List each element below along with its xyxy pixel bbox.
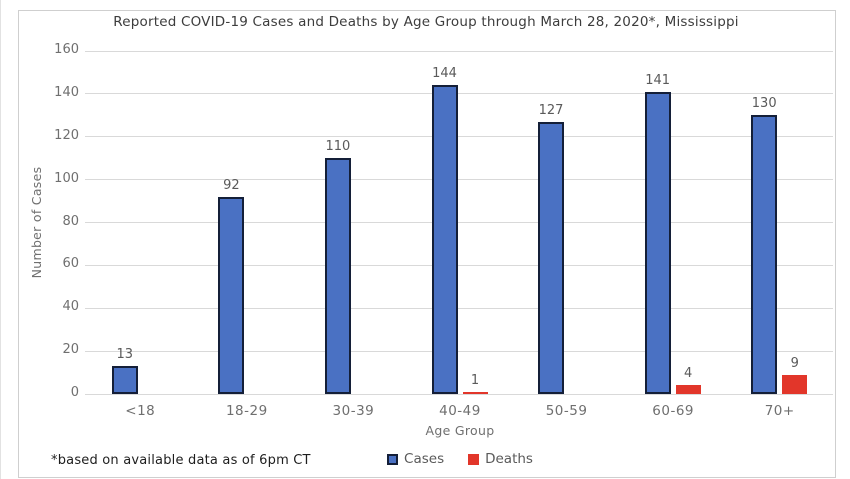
y-tick-label: 20	[62, 342, 79, 358]
gridline	[85, 393, 833, 395]
gridline	[85, 222, 833, 223]
y-tick-label: 0	[70, 385, 79, 400]
footnote: *based on available data as of 6pm CT	[51, 453, 311, 468]
gridline	[85, 264, 833, 266]
cases-bar	[644, 91, 671, 394]
value-label: 4	[684, 366, 693, 382]
y-tick-label: 140	[54, 84, 79, 100]
cases-bar	[538, 121, 565, 394]
gridline	[85, 307, 833, 309]
y-tick-label: 80	[62, 213, 79, 229]
legend-swatch-cases-icon	[387, 453, 399, 465]
legend-label: Cases	[404, 451, 445, 467]
cases-bar	[111, 366, 138, 394]
gridline	[85, 93, 833, 95]
x-axis-ticks: <18 18-29 30-39 40-49 50-59 60-69 70+	[87, 403, 833, 421]
value-label: 110	[325, 139, 351, 155]
deaths-bar	[462, 391, 488, 394]
x-tick-label: 18-29	[225, 403, 268, 419]
cases-bar	[431, 85, 458, 394]
value-label: 92	[223, 177, 240, 193]
cases-bar	[751, 115, 778, 394]
y-tick-label: 160	[54, 42, 79, 57]
x-axis-title: Age Group	[425, 423, 495, 438]
legend-swatch-deaths-icon	[468, 453, 480, 465]
x-tick-label: 50-59	[545, 403, 588, 419]
value-label: 1	[470, 372, 480, 388]
value-label: 144	[432, 66, 457, 82]
legend-item-cases: Cases	[387, 451, 444, 467]
chart-frame	[18, 10, 836, 478]
value-label: 127	[538, 102, 564, 118]
x-tick-label: 60-69	[652, 403, 694, 419]
x-tick-label: 30-39	[332, 403, 375, 419]
cases-bar	[218, 196, 245, 394]
deaths-bar	[782, 374, 808, 394]
y-axis-ticks: 0 20 40 60 80 100 120 140 160	[31, 42, 79, 400]
x-tick-label: <18	[125, 403, 156, 419]
gridline	[85, 350, 833, 352]
value-label: 130	[751, 96, 777, 112]
value-label: 9	[790, 355, 799, 371]
value-label: 13	[116, 347, 134, 363]
gridline	[85, 136, 833, 138]
y-tick-label: 60	[62, 256, 79, 272]
y-tick-label: 40	[62, 299, 79, 315]
x-tick-label: 40-49	[439, 403, 481, 419]
gridline	[85, 179, 833, 181]
chart-title: Reported COVID-19 Cases and Deaths by Ag…	[113, 14, 739, 30]
plot-area: 13 92 110 144 1 127 141 4 130 9	[85, 50, 833, 395]
y-tick-label: 100	[54, 170, 79, 186]
value-label: 141	[645, 72, 671, 88]
y-tick-label: 120	[54, 127, 79, 143]
legend-label: Deaths	[485, 451, 533, 467]
gridline	[85, 50, 833, 52]
deaths-bar	[675, 385, 701, 394]
x-tick-label: 70+	[764, 403, 795, 419]
cases-bar	[324, 158, 351, 394]
legend: Cases Deaths	[87, 450, 833, 468]
legend-item-deaths: Deaths	[468, 451, 533, 467]
